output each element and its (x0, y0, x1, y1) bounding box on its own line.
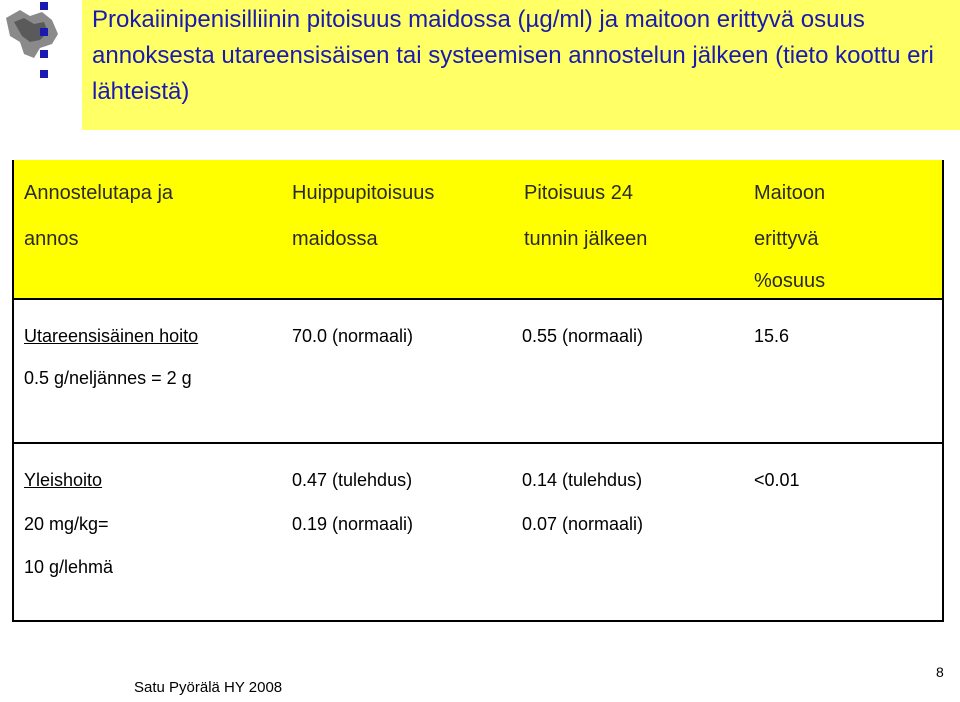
row2-col1-line3: 10 g/lehmä (24, 557, 114, 577)
header-col4-line1: Maitoon (754, 182, 826, 204)
row2-col3-line1: 0.14 (tulehdus) (522, 470, 643, 490)
row2-col2-line2: 0.19 (normaali) (292, 514, 414, 534)
university-logo (0, 0, 82, 80)
footer-author: Satu Pyörälä HY 2008 (134, 679, 283, 696)
row1-col2: 70.0 (normaali) (292, 326, 414, 346)
row1-col1-line1: Utareensisäinen hoito (24, 326, 199, 346)
row-divider (14, 442, 942, 444)
data-table (12, 160, 944, 622)
row2-col2-line1: 0.47 (tulehdus) (292, 470, 413, 490)
slide-title: Prokaiinipenisilliinin pitoisuus maidoss… (92, 6, 934, 105)
header-col3-line1: Pitoisuus 24 (524, 182, 633, 204)
page-number: 8 (936, 664, 944, 680)
row1-col4: 15.6 (754, 326, 790, 346)
header-col2-line1: Huippupitoisuus (292, 182, 435, 204)
header-col3-line2: tunnin jälkeen (524, 228, 648, 250)
row2-col1-line2: 20 mg/kg= (24, 514, 109, 534)
header-col4-line2: erittyvä (754, 228, 819, 250)
header-divider (14, 298, 942, 300)
header-col1-line2: annos (24, 228, 79, 250)
row1-col3: 0.55 (normaali) (522, 326, 644, 346)
header-col1-line1: Annostelutapa ja (24, 182, 174, 204)
title-band (82, 0, 960, 130)
header-col2-line2: maidossa (292, 228, 378, 250)
row2-col4: <0.01 (754, 470, 800, 490)
row2-col1-line1: Yleishoito (24, 470, 103, 490)
header-col4-line3: %osuus (754, 270, 826, 292)
table-header-background (14, 160, 942, 300)
row1-col1-line2: 0.5 g/neljännes = 2 g (24, 368, 192, 388)
row2-col3-line2: 0.07 (normaali) (522, 514, 644, 534)
